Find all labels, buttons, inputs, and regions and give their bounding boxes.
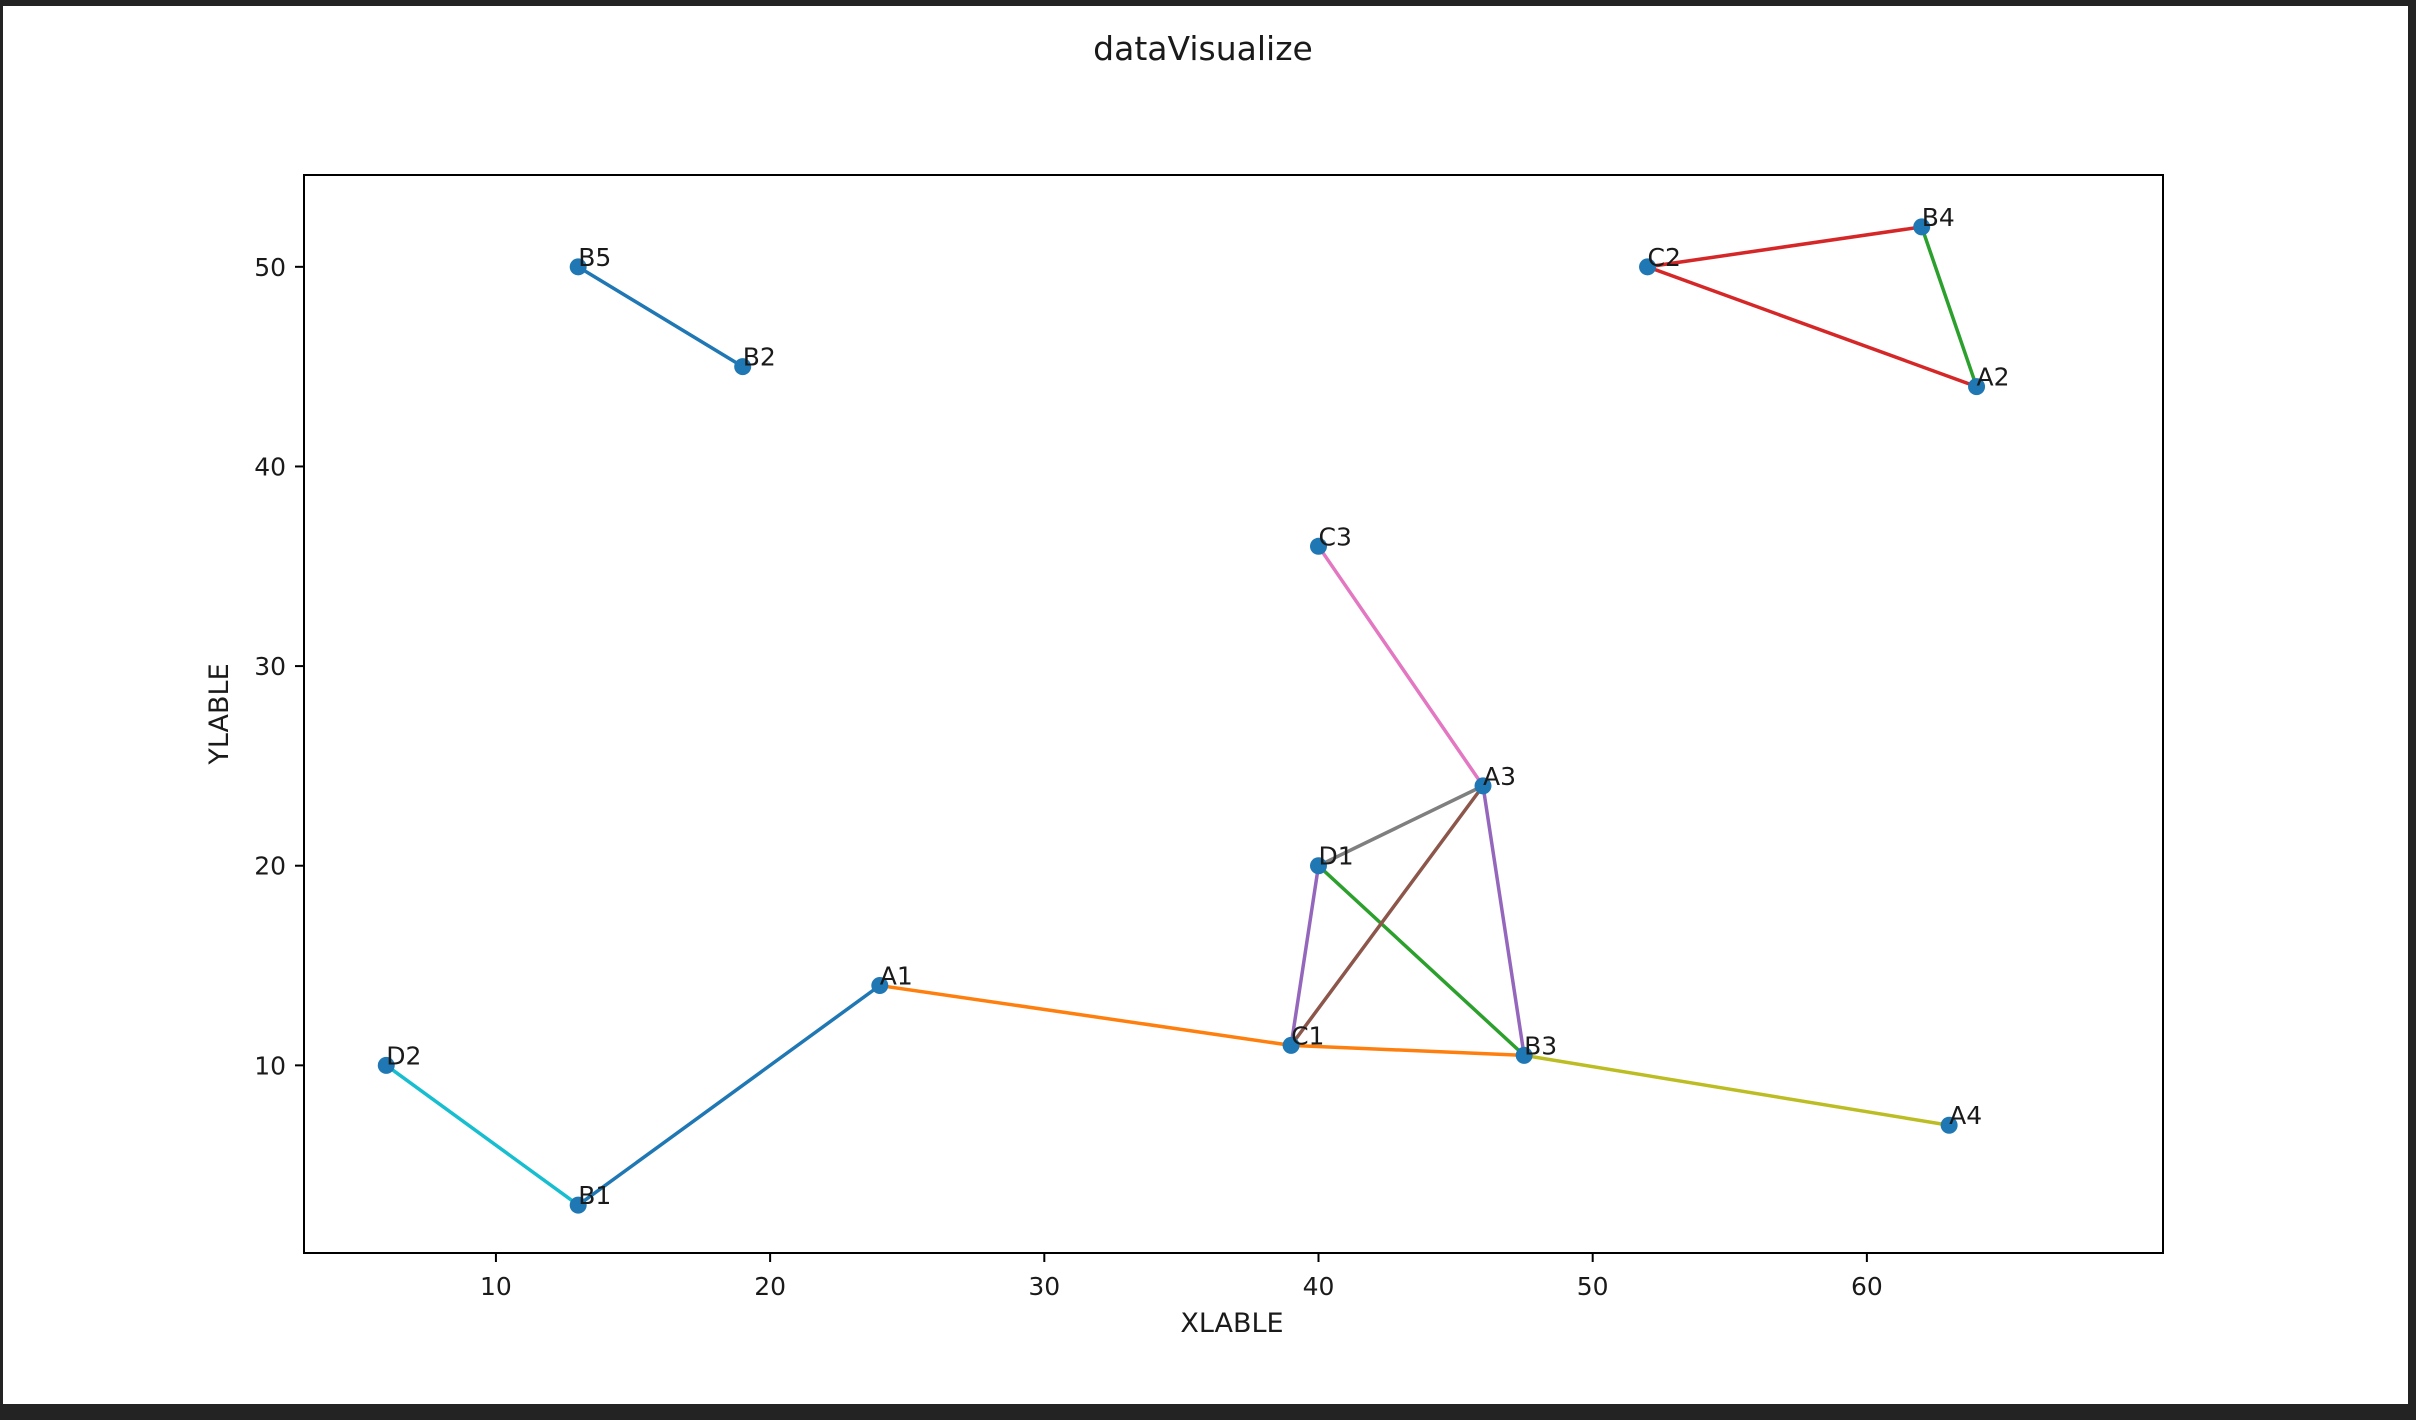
data-point-B5 bbox=[569, 258, 587, 276]
segment-C1-A3 bbox=[1289, 784, 1485, 1048]
data-point-B3 bbox=[1515, 1046, 1533, 1064]
y-tick-label-20: 20 bbox=[254, 852, 286, 881]
point-label-B4: B4 bbox=[1922, 203, 1955, 232]
segments-layer bbox=[384, 225, 1979, 1207]
point-label-B5: B5 bbox=[578, 243, 611, 272]
point-label-D2: D2 bbox=[386, 1041, 421, 1070]
y-tick-label-10: 10 bbox=[254, 1051, 286, 1080]
point-labels-layer: A1 A2 A3 A4 B1 B2 B3 B4 B5 C1 C2 C3 D1 D2 bbox=[386, 203, 2009, 1210]
segment-B3-A4 bbox=[1522, 1053, 1951, 1127]
point-label-A3: A3 bbox=[1483, 762, 1516, 791]
segment-C2-A2 bbox=[1645, 265, 1979, 389]
point-label-B2: B2 bbox=[743, 343, 776, 372]
x-tick-label-50: 50 bbox=[1577, 1272, 1609, 1301]
segment-A3-B3 bbox=[1481, 784, 1526, 1058]
y-tick-label-50: 50 bbox=[254, 253, 286, 282]
segment-C2-B4 bbox=[1645, 225, 1924, 269]
chart-title: dataVisualize bbox=[1093, 29, 1313, 68]
x-axis-label: XLABLE bbox=[1180, 1308, 1283, 1339]
y-tick-label-40: 40 bbox=[254, 452, 286, 481]
point-label-C2: C2 bbox=[1648, 243, 1681, 272]
data-point-C3 bbox=[1309, 537, 1327, 555]
point-label-A2: A2 bbox=[1977, 363, 2010, 392]
y-axis-label: YLABLE bbox=[204, 663, 235, 765]
segment-D1-A3 bbox=[1316, 784, 1485, 868]
plot-area bbox=[303, 174, 2164, 1254]
segment-D1-B3 bbox=[1316, 863, 1526, 1058]
data-point-C1 bbox=[1282, 1036, 1300, 1054]
data-point-B2 bbox=[734, 358, 752, 376]
segment-B5-B2 bbox=[576, 265, 745, 369]
data-point-B4 bbox=[1913, 218, 1931, 236]
segment-C3-A3 bbox=[1316, 544, 1485, 788]
point-label-B1: B1 bbox=[578, 1181, 611, 1210]
y-axis-ticks: 10 20 30 40 50 bbox=[254, 253, 304, 1080]
segment-B4-A2 bbox=[1919, 225, 1979, 389]
segment-D2-B1 bbox=[384, 1063, 580, 1207]
x-tick-label-30: 30 bbox=[1028, 1272, 1060, 1301]
data-point-D1 bbox=[1309, 857, 1327, 875]
point-label-B3: B3 bbox=[1524, 1031, 1557, 1060]
x-tick-label-10: 10 bbox=[480, 1272, 512, 1301]
data-point-D2 bbox=[377, 1056, 395, 1074]
segment-B1-A1 bbox=[576, 983, 882, 1207]
x-tick-label-20: 20 bbox=[754, 1272, 786, 1301]
data-point-B1 bbox=[569, 1196, 587, 1214]
data-point-A1 bbox=[871, 976, 889, 994]
data-point-C2 bbox=[1639, 258, 1657, 276]
point-label-A1: A1 bbox=[880, 961, 913, 990]
point-label-D1: D1 bbox=[1318, 842, 1353, 871]
x-axis-ticks: 10 20 30 40 50 60 bbox=[480, 1253, 1883, 1301]
segment-C1-B3 bbox=[1289, 1043, 1526, 1058]
points-layer bbox=[377, 218, 1986, 1214]
y-tick-label-30: 30 bbox=[254, 652, 286, 681]
x-tick-label-40: 40 bbox=[1303, 1272, 1335, 1301]
segment-D1-C1 bbox=[1289, 863, 1321, 1048]
segment-A1-C1 bbox=[878, 983, 1293, 1048]
data-point-A2 bbox=[1968, 378, 1986, 396]
point-label-C3: C3 bbox=[1318, 522, 1351, 551]
x-tick-label-60: 60 bbox=[1851, 1272, 1883, 1301]
point-label-C1: C1 bbox=[1291, 1021, 1324, 1050]
point-label-A4: A4 bbox=[1949, 1101, 1982, 1130]
data-point-A3 bbox=[1474, 777, 1492, 795]
data-point-A4 bbox=[1940, 1116, 1958, 1134]
